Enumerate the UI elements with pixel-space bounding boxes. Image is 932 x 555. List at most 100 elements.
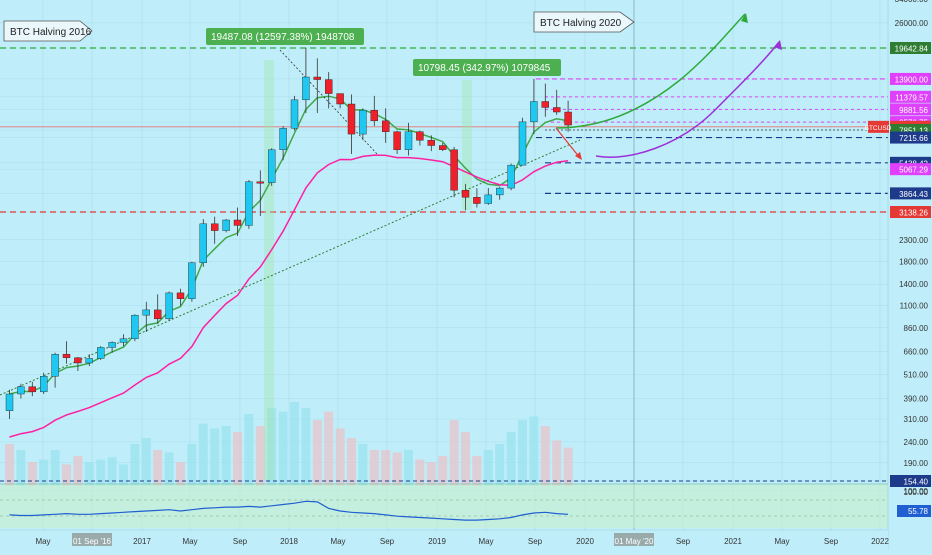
volume-bar-3 xyxy=(39,459,49,486)
candle-body-16 xyxy=(188,262,196,299)
price-tag-bg-5 xyxy=(890,103,931,116)
candle-body-33 xyxy=(382,120,390,132)
volume-bar-40 xyxy=(461,432,470,486)
time-label-11: 2020 xyxy=(576,537,594,546)
candle-body-17 xyxy=(199,223,208,263)
time-label-4: Sep xyxy=(233,537,248,546)
price-levels xyxy=(0,0,888,530)
candle-body-1 xyxy=(17,386,25,395)
volume-bar-41 xyxy=(472,456,482,486)
price-tag-bg-8 xyxy=(890,124,931,137)
candle-body-46 xyxy=(530,101,538,123)
price-label-18: 860.00 xyxy=(904,324,929,333)
candle-body-9 xyxy=(108,342,116,348)
osc-tag-bg xyxy=(897,505,931,517)
candle-body-15 xyxy=(176,292,185,299)
price-label-16: 1400.00 xyxy=(899,280,928,289)
candle-body-41 xyxy=(473,197,481,204)
bear-arrowhead xyxy=(575,152,582,160)
time-label-10: Sep xyxy=(528,537,543,546)
candle-body-4 xyxy=(51,353,59,377)
time-axis[interactable]: May 01 Sep '16 2017 May Sep 2018 May Sep 2019 May… xyxy=(0,529,889,550)
volume-bar-18 xyxy=(210,428,220,486)
price-tag-bg-4 xyxy=(890,90,931,103)
highlight-col-2 xyxy=(462,80,472,210)
volume-bar-29 xyxy=(335,428,345,486)
candle-body-14 xyxy=(165,292,173,320)
volume-bar-23 xyxy=(267,408,277,486)
volume-bar-36 xyxy=(415,459,425,486)
candle-body-39 xyxy=(450,149,458,191)
price-tag-bg-12 xyxy=(890,187,931,200)
price-label-0: 34000.00 xyxy=(895,0,929,4)
time-label-2: 2017 xyxy=(133,537,151,546)
price-label-24: 190.00 xyxy=(904,459,929,468)
candle-body-18 xyxy=(210,223,219,231)
price-tag-4: 11379.57 xyxy=(895,93,928,102)
projection-paths xyxy=(555,13,782,160)
time-label-3: May xyxy=(182,537,197,546)
volume-bar-11 xyxy=(130,444,140,486)
volume-bar-6 xyxy=(73,456,83,486)
price-tag-11: 5067.29 xyxy=(899,166,928,175)
time-label-17: 2022 xyxy=(871,537,889,546)
candle-body-26 xyxy=(302,76,310,101)
alt-projection xyxy=(595,41,780,158)
volume-bar-47 xyxy=(540,426,550,486)
volume-bar-37 xyxy=(426,462,436,486)
price-tag-3: 13900.00 xyxy=(895,75,929,84)
peak-label: 19487.08 (12597.38%) 1948708 xyxy=(211,32,355,43)
candle-body-42 xyxy=(484,194,492,204)
osc-label-1: 55.78 xyxy=(908,507,929,516)
volume-bar-31 xyxy=(358,444,368,486)
candle-body-2 xyxy=(28,386,36,393)
price-label-22: 310.00 xyxy=(904,415,929,424)
price-tag-bg-9 xyxy=(890,131,931,144)
candle-body-25 xyxy=(290,99,299,129)
price-label-1: 26000.00 xyxy=(895,19,929,28)
volume-bar-10 xyxy=(119,464,128,486)
volume-bar-7 xyxy=(84,462,94,486)
time-label-1: 01 Sep '16 xyxy=(73,537,112,546)
price-label-21: 390.00 xyxy=(904,394,929,403)
time-label-7: Sep xyxy=(380,537,395,546)
candle-body-49 xyxy=(564,111,572,126)
candle-body-6 xyxy=(74,357,82,364)
price-tag-13: 3138.26 xyxy=(899,209,928,218)
time-label-15: May xyxy=(774,537,789,546)
price-tag-bg-3 xyxy=(890,72,931,85)
time-label-13: Sep xyxy=(676,537,691,546)
volume-bar-0 xyxy=(5,444,14,486)
price-tag-bg-11 xyxy=(890,163,931,176)
volume-bar-43 xyxy=(495,444,505,486)
halving-2016-callout[interactable]: BTC Halving 2016 xyxy=(3,20,93,42)
price-tag-bg-2 xyxy=(890,42,931,54)
candle-body-40 xyxy=(461,190,470,198)
volume-bar-16 xyxy=(187,444,197,486)
support-trendline xyxy=(0,139,581,396)
candle-body-48 xyxy=(553,107,561,113)
volume-bar-45 xyxy=(518,420,527,486)
volume-bar-17 xyxy=(198,423,208,486)
volume-bar-35 xyxy=(404,450,413,486)
volume-bar-48 xyxy=(552,440,562,486)
price-axis[interactable]: 34000.00 26000.00 19642.84 13900.00 11379.57… xyxy=(865,0,932,550)
volume-bar-25 xyxy=(290,402,299,486)
bear-projection xyxy=(555,127,581,159)
price-tag-bg-13 xyxy=(890,206,931,218)
volume-bar-13 xyxy=(153,450,163,486)
volume-bar-39 xyxy=(449,420,459,486)
halving-2020-callout[interactable]: BTC Halving 2020 xyxy=(533,11,635,33)
candle-body-20 xyxy=(233,219,242,226)
volume-bar-28 xyxy=(324,411,334,486)
time-label-5: 2018 xyxy=(280,537,298,546)
candle-body-10 xyxy=(119,338,128,343)
time-label-6: May xyxy=(330,537,345,546)
candle-body-24 xyxy=(279,128,287,150)
volume-bar-38 xyxy=(438,456,448,486)
candle-body-8 xyxy=(96,347,105,359)
candle-body-7 xyxy=(85,358,94,364)
time-label-12: 01 May '20 xyxy=(615,537,654,546)
volume-bar-33 xyxy=(381,450,391,486)
